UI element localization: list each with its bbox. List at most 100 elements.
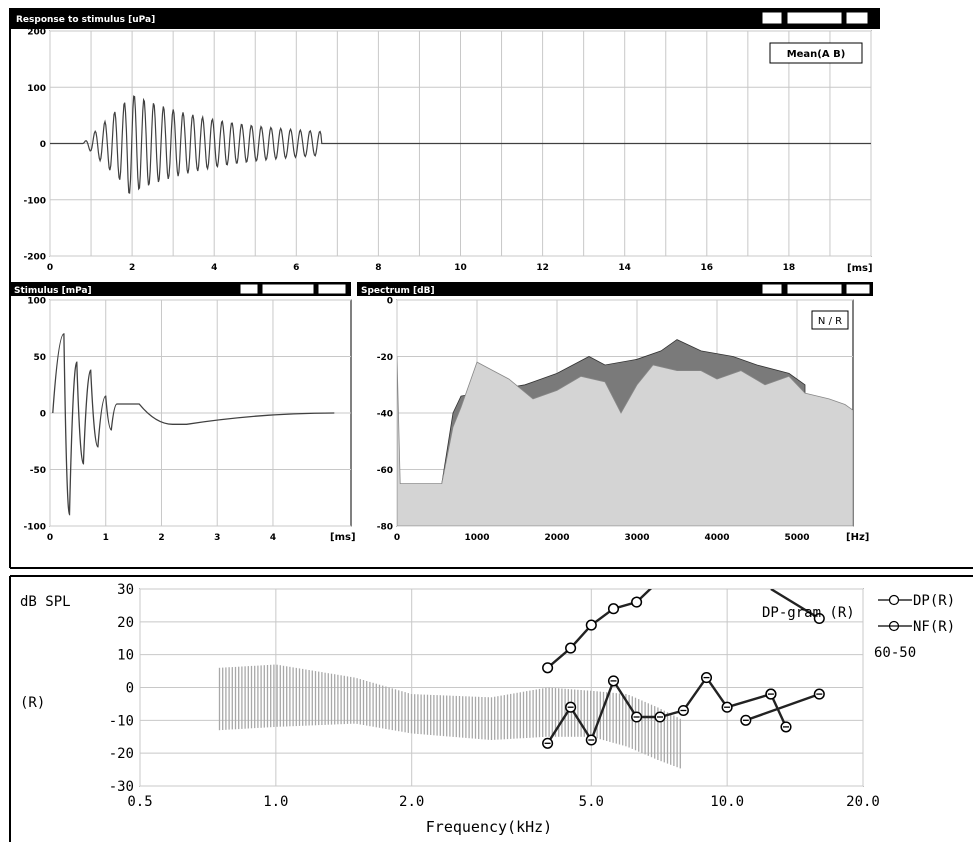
y-tick-label: -50 (30, 466, 46, 476)
y-tick-label: 0 (40, 410, 46, 420)
dpgram-noise-band (218, 664, 681, 769)
x-tick-label: 0 (47, 263, 53, 273)
x-tick-label: 18 (783, 263, 796, 273)
y-tick-label: -80 (377, 523, 393, 533)
spectrum-x-axis: 0 1000 2000 3000 4000 5000 (394, 533, 810, 543)
dpgram-series (542, 589, 825, 749)
stimulus-y-axis: 100 50 0 -50 -100 (23, 297, 46, 533)
x-tick-label: 8 (375, 263, 381, 273)
dpgram-ylabel: dB SPL (20, 594, 71, 610)
nf-series-line (769, 693, 788, 728)
y-tick-label: -10 (109, 713, 134, 729)
x-tick-label: 5000 (784, 533, 809, 543)
y-tick-label: -200 (23, 253, 46, 263)
y-tick-label: -40 (377, 410, 393, 420)
stimulus-x-axis: 0 1 2 3 4 (47, 533, 276, 543)
response-legend-box (769, 42, 863, 64)
nf-series-line (745, 692, 820, 722)
y-tick-label: 100 (27, 84, 46, 94)
x-tick-label: 14 (618, 263, 631, 273)
response-legend: Mean(A B) (787, 49, 846, 60)
x-tick-label: 6 (293, 263, 299, 273)
response-window-controls[interactable] (761, 11, 869, 25)
response-panel: Response to stimulus [uPa] 2001000-100-2… (10, 8, 880, 274)
dp-series-line (770, 589, 820, 620)
y-tick-label: -100 (23, 196, 46, 206)
x-tick-label: 5.0 (579, 794, 604, 810)
response-trace (50, 95, 871, 194)
x-tick-label: 2.0 (399, 794, 424, 810)
y-tick-label: 50 (33, 353, 46, 363)
dpgram-level-note: 60-50 (874, 645, 916, 661)
dp-point (813, 612, 825, 625)
response-titlebar (10, 8, 880, 29)
nf-series-line (546, 675, 772, 744)
spectrum-x-unit: [Hz] (846, 532, 869, 543)
x-tick-label: 10.0 (710, 794, 744, 810)
response-x-unit: [ms] (847, 263, 873, 274)
legend-dp-marker (888, 594, 900, 606)
x-tick-label: 1.0 (263, 794, 288, 810)
dpgram-legend: DP(R) NF(R) 60-50 (874, 593, 955, 661)
spectrum-title: Spectrum [dB] (361, 286, 435, 296)
x-tick-label: 3 (214, 533, 220, 543)
response-title: Response to stimulus [uPa] (16, 15, 155, 25)
x-tick-label: 1000 (464, 533, 489, 543)
y-tick-label: -60 (377, 466, 393, 476)
stimulus-trace (52, 333, 335, 516)
x-tick-label: 4000 (704, 533, 729, 543)
dpgram-x-axis: 0.5 1.0 2.0 5.0 10.0 20.0 (127, 794, 880, 810)
y-tick-label: 10 (117, 648, 134, 664)
x-tick-label: 16 (701, 263, 714, 273)
x-tick-label: 0 (394, 533, 400, 543)
y-tick-label: 100 (27, 297, 46, 307)
x-tick-label: 0.5 (127, 794, 152, 810)
x-tick-label: 3000 (624, 533, 649, 543)
x-tick-label: 4 (270, 533, 276, 543)
spectrum-window-controls[interactable] (761, 283, 871, 295)
response-x-axis: 0 2 4 6 8 10 12 14 16 18 (47, 263, 795, 273)
x-tick-label: 0 (47, 533, 53, 543)
x-tick-label: 2000 (544, 533, 569, 543)
dpgram-title: DP-gram (R) (762, 605, 855, 621)
y-tick-label: -20 (109, 746, 134, 762)
y-tick-label: 0 (126, 681, 134, 697)
spectrum-y-axis: 0 -20 -40 -60 -80 (377, 297, 393, 533)
spectrum-area-n (397, 356, 853, 526)
x-tick-label: 12 (536, 263, 549, 273)
y-tick-label: 0 (387, 297, 393, 307)
y-tick-label: -100 (23, 523, 46, 533)
x-tick-label: 2 (129, 263, 135, 273)
dpgram-panel: dB SPL (R) 30 20 10 0 -10 -20 -30 0.5 1.0 2.0 5.0… (9, 575, 973, 842)
stimulus-window-controls[interactable] (239, 283, 347, 295)
x-tick-label: 4 (211, 263, 217, 273)
y-tick-label: 0 (40, 140, 46, 150)
dpgram-y-axis: 30 20 10 0 -10 -20 -30 (109, 582, 134, 795)
dp-point (631, 596, 643, 608)
legend-nf-label: NF(R) (913, 619, 955, 635)
stimulus-panel: Stimulus [mPa] 100 50 0 -50 -100 0 1 2 3 4 [ms] (10, 282, 356, 543)
dp-point (585, 619, 597, 631)
dpgram-xlabel: Frequency(kHz) (426, 818, 552, 836)
stimulus-title: Stimulus [mPa] (14, 286, 92, 296)
legend-dp-label: DP(R) (913, 593, 955, 609)
y-tick-label: 200 (27, 28, 46, 38)
spectrum-panel: Spectrum [dB] 0 -20 -40 -60 -80 0 1000 2000 300… (357, 282, 873, 543)
spectrum-titlebar (357, 282, 873, 296)
spectrum-legend: N / R (818, 316, 842, 327)
y-tick-label: -20 (377, 353, 393, 363)
y-tick-label: -30 (109, 779, 134, 795)
x-tick-label: 1 (103, 533, 109, 543)
dp-point (607, 603, 620, 615)
dp-point (542, 662, 554, 674)
response-y-axis: 200 100 0 -100 -200 (23, 28, 46, 263)
x-tick-label: 10 (454, 263, 467, 273)
x-tick-label: 20.0 (846, 794, 880, 810)
stimulus-x-unit: [ms] (330, 532, 356, 543)
dpgram-side-label: (R) (20, 695, 45, 711)
spectrum-legend-box (811, 310, 849, 330)
dp-point (565, 642, 577, 654)
y-tick-label: 20 (117, 615, 134, 631)
y-tick-label: 30 (117, 582, 134, 598)
